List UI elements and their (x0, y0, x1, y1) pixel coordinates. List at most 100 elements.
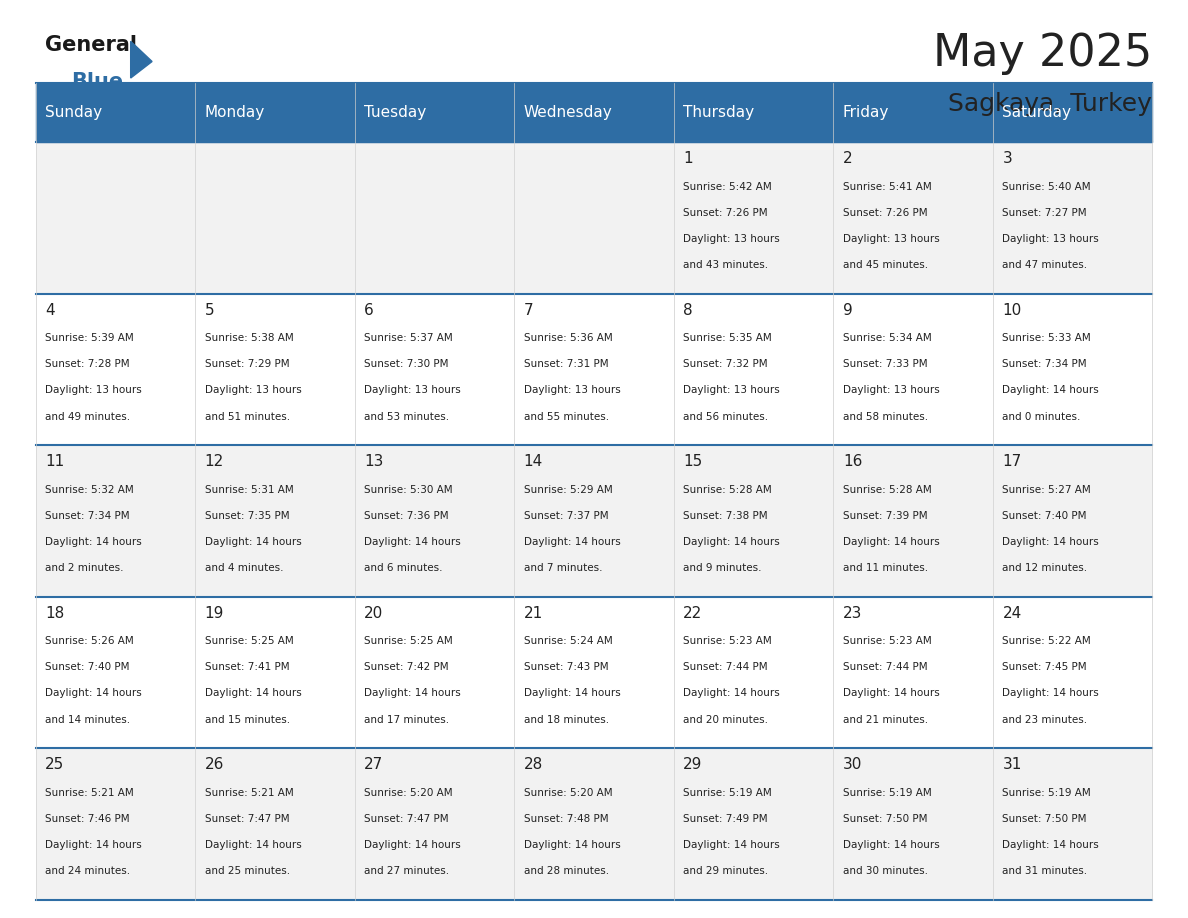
Text: and 4 minutes.: and 4 minutes. (204, 563, 283, 573)
Text: Daylight: 13 hours: Daylight: 13 hours (842, 386, 940, 396)
FancyBboxPatch shape (36, 294, 195, 445)
FancyBboxPatch shape (355, 445, 514, 597)
Text: 25: 25 (45, 757, 64, 772)
Text: Daylight: 13 hours: Daylight: 13 hours (524, 386, 620, 396)
Text: Sunrise: 5:40 AM: Sunrise: 5:40 AM (1003, 182, 1091, 192)
Text: and 29 minutes.: and 29 minutes. (683, 866, 769, 876)
Text: 16: 16 (842, 454, 862, 469)
Text: 8: 8 (683, 303, 693, 318)
Text: Daylight: 14 hours: Daylight: 14 hours (842, 537, 940, 547)
Text: and 0 minutes.: and 0 minutes. (1003, 411, 1081, 421)
Text: Saturday: Saturday (1003, 105, 1072, 120)
Text: 30: 30 (842, 757, 862, 772)
Text: and 7 minutes.: and 7 minutes. (524, 563, 602, 573)
Text: and 56 minutes.: and 56 minutes. (683, 411, 769, 421)
Text: Daylight: 14 hours: Daylight: 14 hours (683, 688, 781, 699)
Text: Sunday: Sunday (45, 105, 102, 120)
Text: Daylight: 14 hours: Daylight: 14 hours (45, 688, 141, 699)
Text: Sunset: 7:50 PM: Sunset: 7:50 PM (1003, 813, 1087, 823)
FancyBboxPatch shape (355, 597, 514, 748)
Text: Daylight: 13 hours: Daylight: 13 hours (365, 386, 461, 396)
Text: Friday: Friday (842, 105, 890, 120)
Text: Daylight: 14 hours: Daylight: 14 hours (524, 688, 620, 699)
Text: and 31 minutes.: and 31 minutes. (1003, 866, 1087, 876)
Text: Wednesday: Wednesday (524, 105, 613, 120)
FancyBboxPatch shape (514, 445, 674, 597)
Text: Sunset: 7:47 PM: Sunset: 7:47 PM (365, 813, 449, 823)
Text: and 51 minutes.: and 51 minutes. (204, 411, 290, 421)
FancyBboxPatch shape (833, 597, 993, 748)
Text: Sunset: 7:26 PM: Sunset: 7:26 PM (683, 207, 767, 218)
Text: General: General (45, 35, 137, 55)
Text: Sunset: 7:44 PM: Sunset: 7:44 PM (842, 662, 928, 672)
Text: Sunrise: 5:23 AM: Sunrise: 5:23 AM (842, 636, 931, 646)
Text: Blue: Blue (71, 72, 124, 92)
FancyBboxPatch shape (514, 294, 674, 445)
Text: Daylight: 14 hours: Daylight: 14 hours (842, 840, 940, 850)
FancyBboxPatch shape (36, 445, 195, 597)
Text: Daylight: 14 hours: Daylight: 14 hours (365, 840, 461, 850)
Text: and 14 minutes.: and 14 minutes. (45, 714, 131, 724)
Text: 17: 17 (1003, 454, 1022, 469)
Text: Daylight: 14 hours: Daylight: 14 hours (1003, 386, 1099, 396)
FancyBboxPatch shape (833, 83, 993, 142)
Text: and 55 minutes.: and 55 minutes. (524, 411, 609, 421)
Text: 20: 20 (365, 606, 384, 621)
Text: and 17 minutes.: and 17 minutes. (365, 714, 449, 724)
FancyBboxPatch shape (36, 597, 195, 748)
Text: and 58 minutes.: and 58 minutes. (842, 411, 928, 421)
Text: and 25 minutes.: and 25 minutes. (204, 866, 290, 876)
Text: Daylight: 13 hours: Daylight: 13 hours (842, 234, 940, 244)
Text: Sunrise: 5:20 AM: Sunrise: 5:20 AM (524, 788, 613, 798)
Text: Sunrise: 5:31 AM: Sunrise: 5:31 AM (204, 485, 293, 495)
Text: Sunset: 7:31 PM: Sunset: 7:31 PM (524, 359, 608, 369)
Text: Daylight: 13 hours: Daylight: 13 hours (204, 386, 302, 396)
Text: 13: 13 (365, 454, 384, 469)
Text: and 15 minutes.: and 15 minutes. (204, 714, 290, 724)
Text: 6: 6 (365, 303, 374, 318)
Text: Daylight: 14 hours: Daylight: 14 hours (204, 688, 302, 699)
Text: 22: 22 (683, 606, 702, 621)
Text: Daylight: 14 hours: Daylight: 14 hours (204, 840, 302, 850)
FancyBboxPatch shape (993, 142, 1152, 294)
Text: 12: 12 (204, 454, 225, 469)
Text: and 43 minutes.: and 43 minutes. (683, 260, 769, 270)
Text: Sunset: 7:49 PM: Sunset: 7:49 PM (683, 813, 767, 823)
Text: 2: 2 (842, 151, 853, 166)
Text: 29: 29 (683, 757, 703, 772)
FancyBboxPatch shape (833, 748, 993, 900)
Text: 7: 7 (524, 303, 533, 318)
Text: Sunset: 7:29 PM: Sunset: 7:29 PM (204, 359, 290, 369)
FancyBboxPatch shape (833, 445, 993, 597)
Text: and 21 minutes.: and 21 minutes. (842, 714, 928, 724)
Text: and 30 minutes.: and 30 minutes. (842, 866, 928, 876)
Text: Sunrise: 5:25 AM: Sunrise: 5:25 AM (365, 636, 453, 646)
Text: Sunset: 7:46 PM: Sunset: 7:46 PM (45, 813, 129, 823)
Text: Sunset: 7:33 PM: Sunset: 7:33 PM (842, 359, 928, 369)
FancyBboxPatch shape (674, 142, 833, 294)
Text: Sunset: 7:41 PM: Sunset: 7:41 PM (204, 662, 290, 672)
FancyBboxPatch shape (195, 445, 355, 597)
Text: and 28 minutes.: and 28 minutes. (524, 866, 609, 876)
Text: and 45 minutes.: and 45 minutes. (842, 260, 928, 270)
Text: Daylight: 14 hours: Daylight: 14 hours (683, 537, 781, 547)
Text: 24: 24 (1003, 606, 1022, 621)
Text: Thursday: Thursday (683, 105, 754, 120)
Text: Sunrise: 5:24 AM: Sunrise: 5:24 AM (524, 636, 613, 646)
Text: Sunset: 7:40 PM: Sunset: 7:40 PM (45, 662, 129, 672)
Text: 26: 26 (204, 757, 225, 772)
Text: and 23 minutes.: and 23 minutes. (1003, 714, 1087, 724)
Text: Sunset: 7:34 PM: Sunset: 7:34 PM (1003, 359, 1087, 369)
Text: 21: 21 (524, 606, 543, 621)
FancyBboxPatch shape (674, 294, 833, 445)
Text: 18: 18 (45, 606, 64, 621)
Text: Sunrise: 5:21 AM: Sunrise: 5:21 AM (45, 788, 134, 798)
Text: Sunrise: 5:41 AM: Sunrise: 5:41 AM (842, 182, 931, 192)
Text: Sunrise: 5:42 AM: Sunrise: 5:42 AM (683, 182, 772, 192)
Text: Sunrise: 5:39 AM: Sunrise: 5:39 AM (45, 333, 134, 343)
Text: 11: 11 (45, 454, 64, 469)
Text: Sunrise: 5:26 AM: Sunrise: 5:26 AM (45, 636, 134, 646)
Text: Sunrise: 5:28 AM: Sunrise: 5:28 AM (683, 485, 772, 495)
Text: Sunset: 7:32 PM: Sunset: 7:32 PM (683, 359, 767, 369)
FancyBboxPatch shape (674, 83, 833, 142)
